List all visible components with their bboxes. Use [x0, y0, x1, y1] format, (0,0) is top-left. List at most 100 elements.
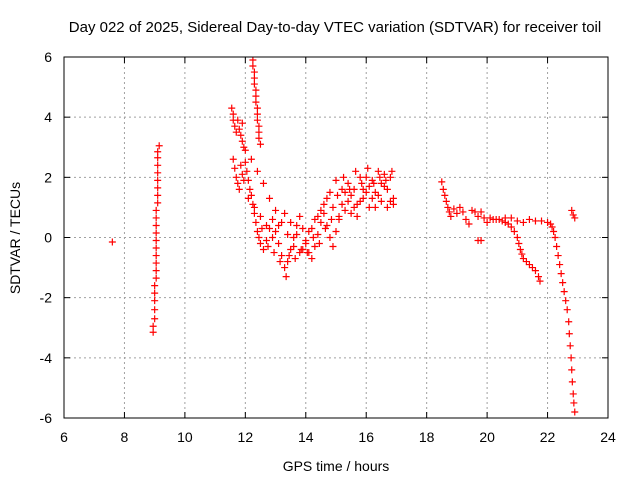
data-point-marker: [374, 167, 382, 175]
y-tick-label: 2: [44, 169, 52, 185]
data-point-marker: [358, 179, 366, 187]
data-point-marker: [151, 315, 159, 323]
data-point-marker: [293, 230, 301, 238]
data-point-marker: [262, 221, 270, 229]
data-point-marker: [275, 240, 283, 248]
data-point-marker: [250, 74, 258, 82]
data-point-marker: [359, 185, 367, 193]
data-point-marker: [359, 194, 367, 202]
data-point-marker: [231, 164, 239, 172]
data-point-marker: [285, 252, 293, 260]
x-axis-label: GPS time / hours: [283, 458, 390, 474]
data-point-marker: [154, 176, 162, 184]
data-point-marker: [329, 243, 337, 251]
data-point-marker: [256, 240, 264, 248]
data-point-marker: [356, 173, 364, 181]
data-point-marker: [377, 197, 385, 205]
data-point-marker: [341, 188, 349, 196]
data-point-marker: [368, 176, 376, 184]
data-point-marker: [234, 179, 242, 187]
data-point-marker: [368, 194, 376, 202]
data-point-marker: [311, 243, 319, 251]
data-point-marker: [235, 125, 243, 133]
data-point-marker: [237, 161, 245, 169]
data-point-marker: [563, 306, 571, 314]
data-point-marker: [308, 224, 316, 232]
data-point-marker: [308, 255, 316, 263]
data-point-marker: [255, 128, 263, 136]
y-tick-label: 6: [44, 49, 52, 65]
data-point-marker: [350, 203, 358, 211]
data-point-marker: [317, 218, 325, 226]
data-point-marker: [249, 56, 257, 64]
data-point-marker: [439, 185, 447, 193]
data-point-marker: [362, 173, 370, 181]
data-point-marker: [477, 208, 485, 216]
x-tick-label: 8: [121, 429, 129, 445]
data-point-marker: [365, 203, 373, 211]
data-point-marker: [327, 215, 335, 223]
data-point-marker: [510, 227, 518, 235]
data-point-marker: [238, 137, 246, 145]
data-point-marker: [269, 215, 277, 223]
data-point-marker: [234, 116, 242, 124]
data-point-marker: [253, 167, 261, 175]
data-point-marker: [335, 215, 343, 223]
data-point-marker: [281, 209, 289, 217]
data-point-marker: [376, 173, 384, 181]
data-point-marker: [386, 173, 394, 181]
data-point-marker: [553, 243, 561, 251]
x-tick-label: 6: [60, 429, 68, 445]
data-point-marker: [370, 179, 378, 187]
data-point-marker: [266, 224, 274, 232]
data-point-marker: [253, 104, 261, 112]
data-point-marker: [507, 214, 515, 222]
data-point-marker: [237, 131, 245, 139]
data-point-marker: [371, 188, 379, 196]
data-point-marker: [559, 279, 567, 287]
data-point-marker: [353, 200, 361, 208]
data-point-marker: [525, 261, 533, 269]
data-point-marker: [444, 203, 452, 211]
data-point-marker: [547, 220, 555, 228]
data-point-marker: [235, 185, 243, 193]
data-point-marker: [241, 146, 249, 154]
data-point-marker: [483, 218, 491, 226]
data-point-marker: [371, 203, 379, 211]
x-tick-label: 10: [177, 429, 193, 445]
data-point-marker: [281, 264, 289, 272]
data-point-marker: [326, 188, 334, 196]
data-point-marker: [453, 209, 461, 217]
data-point-marker: [480, 214, 488, 222]
data-point-marker: [297, 246, 305, 254]
data-point-marker: [154, 169, 162, 177]
data-point-marker: [515, 240, 523, 248]
data-point-marker: [151, 306, 159, 314]
data-point-marker: [314, 212, 322, 220]
data-point-marker: [154, 184, 162, 192]
data-point-marker: [353, 212, 361, 220]
data-point-marker: [255, 234, 263, 241]
data-point-marker: [438, 178, 446, 186]
data-point-marker: [258, 224, 266, 232]
data-point-marker: [284, 258, 292, 266]
data-point-marker: [151, 289, 159, 297]
data-point-marker: [275, 221, 283, 229]
data-point-marker: [154, 148, 162, 156]
data-point-marker: [538, 217, 546, 225]
data-point-marker: [256, 212, 264, 220]
data-point-marker: [495, 215, 503, 223]
y-tick-label: 4: [44, 109, 52, 125]
data-point-marker: [287, 218, 295, 226]
data-point-marker: [380, 182, 388, 190]
data-point-marker: [346, 185, 354, 193]
x-tick-label: 20: [479, 429, 495, 445]
data-point-marker: [256, 140, 264, 148]
data-point-marker: [241, 158, 249, 166]
data-point-marker: [152, 214, 160, 222]
data-point-marker: [347, 209, 355, 217]
data-point-marker: [269, 234, 277, 241]
data-point-marker: [507, 223, 515, 231]
data-point-marker: [352, 167, 360, 175]
